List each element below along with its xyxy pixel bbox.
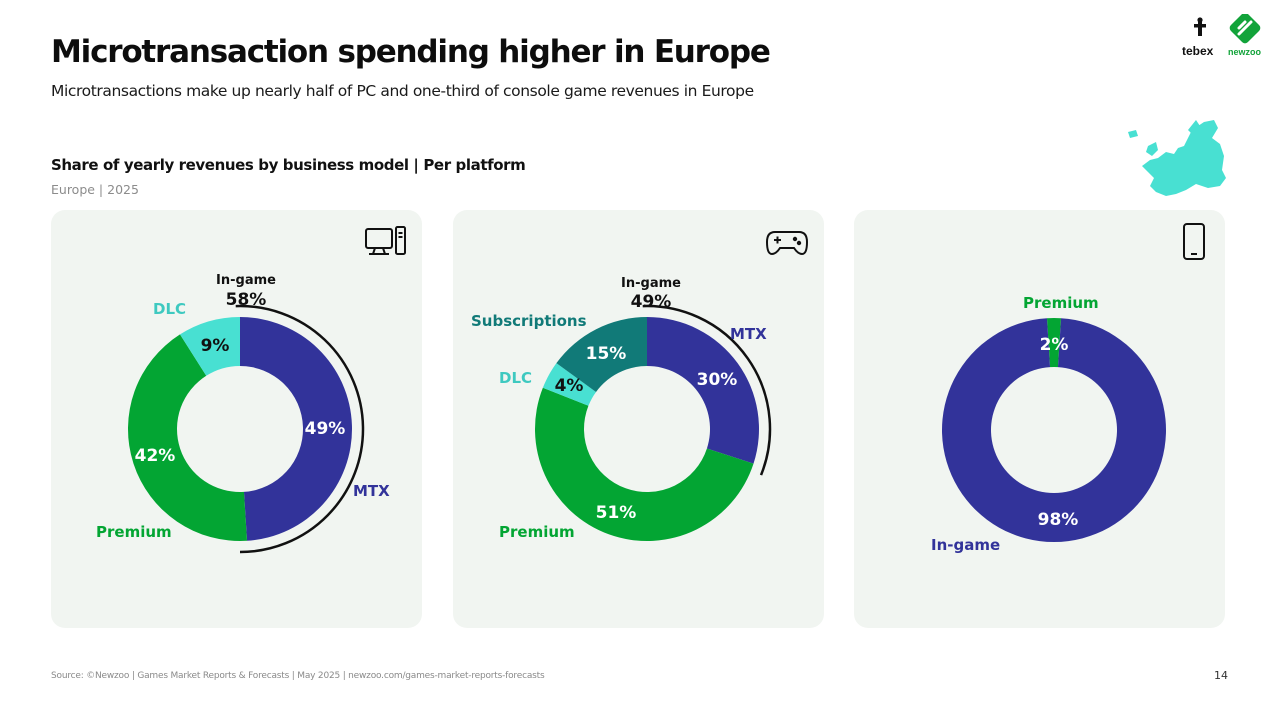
- premium-legend-label: Premium: [1023, 294, 1099, 312]
- mtx-slice: [240, 317, 352, 541]
- premium-slice: [535, 387, 754, 541]
- dlc-slice-value: 9%: [201, 336, 230, 356]
- in-game-bracket: [235, 304, 365, 554]
- in-game-legend-label: In-game: [931, 536, 1000, 554]
- newzoo-logo: newzoo: [1228, 14, 1262, 57]
- in-game-bracket-label: In-game: [621, 276, 681, 291]
- mtx-slice: [647, 317, 759, 464]
- tebex-logo: tebex: [1182, 17, 1214, 58]
- in-game-bracket-value: 49%: [631, 292, 672, 312]
- premium-legend-label: Premium: [499, 523, 575, 541]
- source-note: Source: ©Newzoo | Games Market Reports &…: [51, 671, 545, 681]
- premium-legend-label: Premium: [96, 523, 172, 541]
- dlc-slice: [542, 363, 597, 406]
- premium-slice-value: 42%: [135, 446, 176, 466]
- mtx-legend-label: MTX: [730, 325, 767, 343]
- pc-icon: [365, 226, 406, 255]
- in-game-bracket-value: 58%: [226, 290, 267, 310]
- dlc-slice: [179, 317, 240, 376]
- chart-title: Share of yearly revenues by business mod…: [51, 156, 526, 174]
- page-title: Microtransaction spending higher in Euro…: [51, 34, 771, 70]
- dlc-slice-value: 4%: [555, 376, 584, 396]
- in-game-slice: [942, 318, 1166, 542]
- subscriptions-slice-value: 15%: [586, 344, 627, 364]
- dlc-legend-label: DLC: [499, 369, 532, 387]
- tebex-logo-text: tebex: [1182, 44, 1214, 58]
- brand-logos: tebex newzoo: [1182, 14, 1262, 58]
- subscriptions-legend-label: Subscriptions: [471, 312, 587, 330]
- console-chart: In-game 49% 30% 51% 4% 15% MTX Premium D…: [471, 231, 809, 541]
- smartphone-icon: [1183, 223, 1205, 260]
- in-game-bracket-label: In-game: [216, 273, 276, 288]
- newzoo-logo-text: newzoo: [1228, 47, 1262, 57]
- premium-slice: [1046, 318, 1062, 368]
- europe-map-icon: [1128, 120, 1226, 196]
- premium-slice-value: 51%: [596, 503, 637, 523]
- console-panel: In-game 49% 30% 51% 4% 15% MTX Premium D…: [453, 210, 824, 628]
- pc-panel: In-game 58% 49% 42% 9% MTX Premium DLC: [51, 210, 422, 628]
- mtx-slice-value: 30%: [697, 370, 738, 390]
- mobile-panel: 2% 98% Premium In-game: [854, 210, 1225, 628]
- premium-slice: [128, 334, 248, 541]
- page-subtitle: Microtransactions make up nearly half of…: [51, 82, 754, 100]
- mtx-legend-label: MTX: [353, 482, 390, 500]
- mtx-slice-value: 49%: [305, 419, 346, 439]
- premium-slice-value: 2%: [1040, 335, 1069, 355]
- gamepad-icon: [765, 231, 809, 256]
- in-game-slice-value: 98%: [1038, 510, 1079, 530]
- subscriptions-slice: [556, 317, 647, 392]
- dlc-legend-label: DLC: [153, 300, 186, 318]
- in-game-bracket: [642, 304, 772, 476]
- chart-subtitle: Europe | 2025: [51, 182, 139, 197]
- pc-chart: In-game 58% 49% 42% 9% MTX Premium DLC: [96, 226, 406, 554]
- mobile-chart: 2% 98% Premium In-game: [931, 223, 1205, 554]
- page-number: 14: [1214, 669, 1228, 682]
